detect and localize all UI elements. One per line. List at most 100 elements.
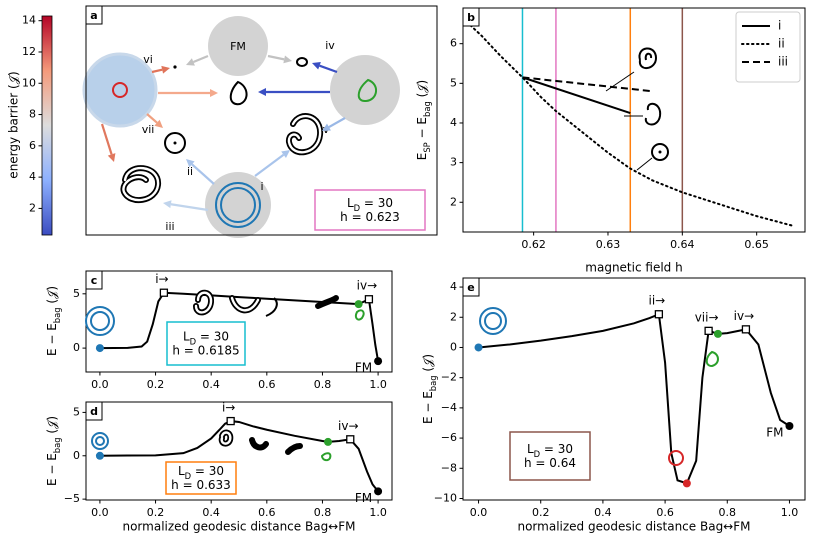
y-axis-label-part: bag	[428, 375, 438, 391]
y-axis-label: E − Ebag (𝒥)	[45, 286, 62, 356]
y-axis-label: E − Ebag (𝒥)	[421, 354, 438, 424]
inset-shape	[220, 431, 232, 445]
marker-label: iv→	[734, 309, 755, 323]
annotation-text-part: L	[527, 442, 534, 456]
blue-ring	[215, 182, 261, 228]
x-tick-label: 0.0	[91, 506, 109, 519]
y-axis-label-part: − E	[415, 117, 429, 142]
annotation-text: LD = 30	[178, 464, 224, 481]
point	[374, 357, 383, 366]
dot-shape	[173, 65, 177, 69]
inset-shape	[705, 350, 719, 368]
marker-label: iv→	[357, 279, 378, 293]
edge-arrow	[254, 153, 285, 177]
x-tick-label: 1.0	[369, 378, 387, 391]
y-tick-label: −8	[441, 461, 457, 474]
y-tick-label: −4	[441, 401, 457, 414]
inset-shape	[249, 437, 269, 451]
edge-label: ii	[187, 165, 193, 178]
colorbar-tick-label: 2	[29, 201, 36, 214]
x-tick-label: 0.0	[91, 378, 109, 391]
y-axis-label-part: E − E	[421, 391, 435, 424]
plot-area	[86, 402, 392, 500]
arrow	[267, 54, 285, 61]
x-tick-label: 0.8	[314, 378, 332, 391]
inset-shape	[658, 150, 662, 154]
y-tick-label: 0	[73, 341, 80, 354]
annotation-text-part: = 30	[360, 196, 393, 210]
point	[713, 329, 722, 338]
point	[474, 343, 483, 352]
colorbar-tick-label: 8	[29, 108, 36, 121]
panel-letter: d	[90, 405, 98, 418]
edge-label: i	[260, 180, 263, 193]
y-axis-label-part: bag	[52, 307, 62, 323]
inset-shape	[354, 309, 365, 321]
annotation-text-part: h = 0.623	[340, 210, 400, 224]
inset-ring	[90, 311, 110, 331]
edge-arrow-head	[281, 150, 290, 158]
inset-ring	[479, 307, 507, 335]
x-tick-label: 0.2	[147, 378, 165, 391]
panel-letter-box	[85, 5, 103, 25]
y-tick-label: 4	[450, 116, 457, 129]
panel-frame	[85, 5, 438, 236]
inset-shape	[230, 296, 260, 312]
x-tick-label: 0.64	[670, 238, 695, 251]
legend-label: i	[778, 19, 781, 33]
y-tick-label: −2	[441, 371, 457, 384]
curl-shape	[287, 114, 322, 154]
circle-shape	[164, 132, 186, 154]
annotation-text-part: h = 0.633	[171, 478, 231, 492]
plot-frame	[462, 277, 806, 501]
marker-label: ii→	[649, 294, 666, 308]
point	[95, 344, 104, 353]
annotation-text-part: L	[347, 196, 354, 210]
edge-arrow-head	[312, 61, 321, 70]
inset-shapes	[605, 47, 669, 171]
blue-ring	[220, 187, 256, 223]
y-tick-label: −6	[441, 431, 457, 444]
arrow-head	[154, 119, 163, 128]
x-tick-label: 0.63	[596, 238, 621, 251]
marker-square	[346, 435, 355, 444]
path-insets	[85, 289, 719, 466]
y-tick-label: 2	[450, 310, 457, 323]
x-tick-label: 0.4	[202, 506, 220, 519]
node-fm	[208, 16, 268, 76]
annotation-text-part: D	[534, 449, 540, 459]
x-tick-label: 0.8	[314, 506, 332, 519]
x-tick-label: 0.62	[521, 238, 546, 251]
legend-label: iii	[778, 55, 788, 69]
y-axis-label-part: E − E	[45, 323, 59, 356]
x-tick-label: 0.2	[532, 506, 550, 519]
edge-arrow-head	[163, 200, 172, 209]
colorbar-label: energy barrier (𝒥)	[7, 71, 21, 178]
y-tick-label: 4	[450, 280, 457, 293]
edge-label: vi	[143, 53, 153, 66]
annotation-text-part: D	[354, 203, 360, 213]
y-tick-label: −10	[434, 491, 457, 504]
marker-label: i→	[222, 401, 235, 415]
marker-square	[704, 326, 713, 336]
inset-shape	[651, 143, 669, 161]
y-axis-label-part: (𝒥)	[421, 354, 435, 375]
arrow	[146, 113, 158, 124]
plot-frame	[85, 401, 393, 501]
annotation-text-part: = 30	[191, 464, 224, 478]
x-tick-label: 1.0	[781, 506, 799, 519]
y-axis-label-part: E	[415, 153, 429, 161]
arrow	[192, 54, 209, 63]
point-label: FM	[766, 426, 783, 440]
inset-ring	[95, 436, 105, 446]
colorbar-tick-label: 12	[22, 45, 36, 58]
y-tick-label: 2	[450, 195, 457, 208]
inset-shape	[315, 295, 339, 309]
panel-letter: a	[90, 9, 97, 22]
point	[682, 479, 691, 488]
node-label: FM	[230, 40, 246, 53]
edge-arrow-head	[258, 88, 266, 96]
marker-label: i→	[155, 272, 168, 286]
annotation-text-part: D	[190, 336, 196, 346]
